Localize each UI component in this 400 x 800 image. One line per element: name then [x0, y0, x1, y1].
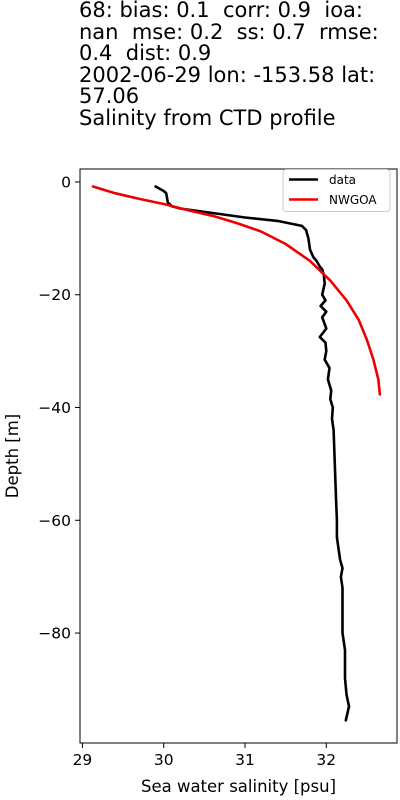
- title-line: 2002-06-29 lon: -153.58 lat:: [79, 62, 376, 87]
- title-line: 57.06: [79, 84, 140, 108]
- x-tick-label: 31: [235, 751, 255, 769]
- x-tick-label: 30: [154, 751, 174, 769]
- x-tick-label: 29: [73, 751, 93, 769]
- title-line: nan mse: 0.2 ss: 0.7 rmse:: [79, 19, 379, 44]
- legend-label-data: data: [329, 173, 356, 187]
- title-line: 68: bias: 0.1 corr: 0.9 ioa:: [79, 0, 363, 22]
- title-line: 0.4 dist: 0.9: [79, 41, 212, 65]
- title-line: Salinity from CTD profile: [79, 105, 336, 130]
- y-tick-label: −80: [38, 625, 71, 643]
- y-axis: 0 −20 −40 −60 −80: [38, 173, 80, 643]
- y-tick-label: −40: [38, 399, 71, 417]
- y-axis-label: Depth [m]: [3, 414, 22, 498]
- y-tick-label: −60: [38, 512, 71, 530]
- plot-frame: [79, 168, 398, 744]
- legend: data NWGOA: [282, 169, 391, 212]
- legend-label-nwgoa: NWGOA: [329, 193, 377, 207]
- x-axis: 29 30 31 32: [73, 743, 336, 769]
- plot-lines: [91, 185, 382, 722]
- series-line-nwgoa: [91, 185, 382, 396]
- y-tick-label: 0: [61, 173, 71, 191]
- x-tick-label: 32: [316, 751, 336, 769]
- chart-title: 68: bias: 0.1 corr: 0.9 ioa: nan mse: 0.2…: [79, 0, 397, 129]
- x-axis-label: Sea water salinity [psu]: [141, 777, 336, 796]
- y-tick-label: −20: [38, 286, 71, 304]
- series-line-data: [154, 185, 351, 722]
